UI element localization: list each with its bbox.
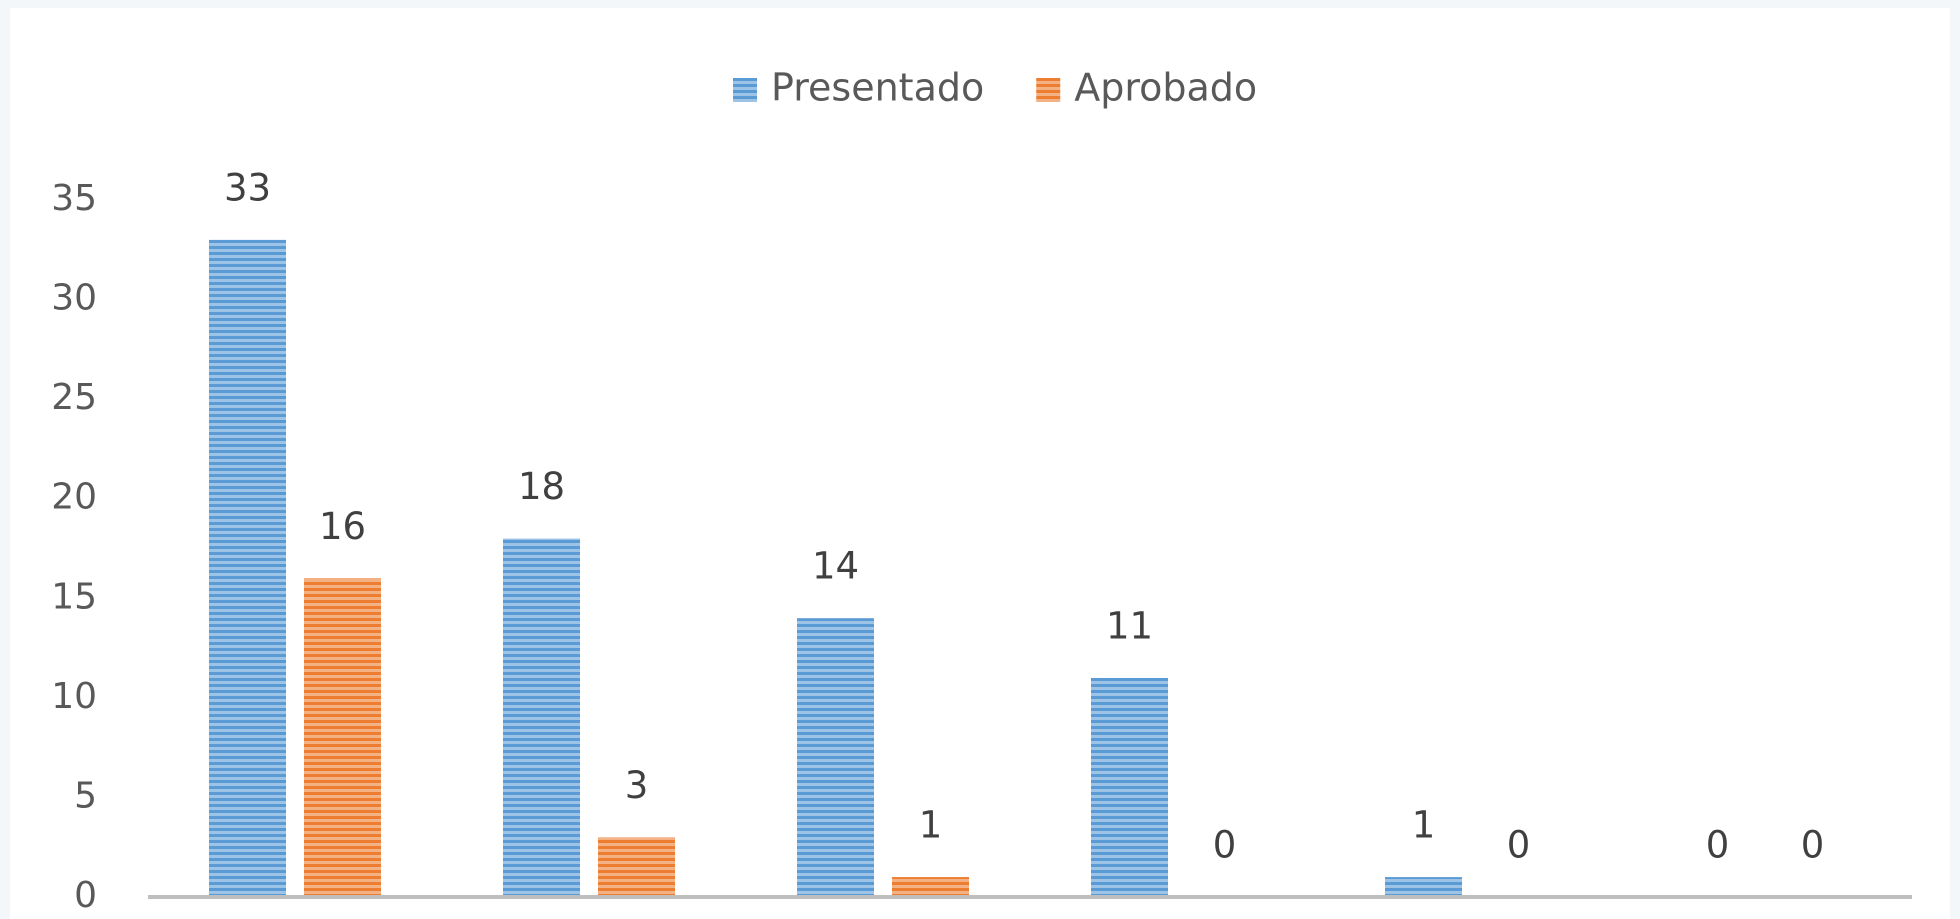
y-tick-label: 30 xyxy=(51,278,97,319)
value-label: 14 xyxy=(812,545,859,588)
y-tick-label: 5 xyxy=(74,775,97,816)
value-label: 0 xyxy=(1507,824,1531,867)
legend-label: Aprobado xyxy=(1074,66,1257,110)
bar xyxy=(304,578,381,897)
value-label: 0 xyxy=(1801,824,1825,867)
value-label: 33 xyxy=(224,166,271,209)
bar xyxy=(1091,677,1168,897)
bar xyxy=(598,837,675,897)
value-label: 3 xyxy=(625,764,649,807)
y-tick-label: 35 xyxy=(51,178,97,219)
legend-label: Presentado xyxy=(771,66,984,110)
value-label: 16 xyxy=(319,505,366,548)
bar xyxy=(209,239,286,898)
value-label: 1 xyxy=(919,804,943,847)
bar xyxy=(503,538,580,897)
legend-swatch xyxy=(1036,78,1061,102)
y-tick-label: 0 xyxy=(74,875,97,916)
y-tick-label: 10 xyxy=(51,676,97,717)
value-label: 11 xyxy=(1106,604,1153,647)
legend-swatch xyxy=(733,78,757,102)
y-tick-label: 25 xyxy=(51,377,97,418)
bar xyxy=(892,877,969,897)
y-tick-label: 20 xyxy=(51,477,97,518)
value-label: 18 xyxy=(518,465,565,508)
value-label: 1 xyxy=(1412,804,1436,847)
bar xyxy=(797,618,874,897)
bar xyxy=(1385,877,1462,897)
y-tick-label: 15 xyxy=(51,576,97,617)
value-label: 0 xyxy=(1706,824,1730,867)
chart-area xyxy=(10,8,1950,919)
value-label: 0 xyxy=(1213,824,1237,867)
